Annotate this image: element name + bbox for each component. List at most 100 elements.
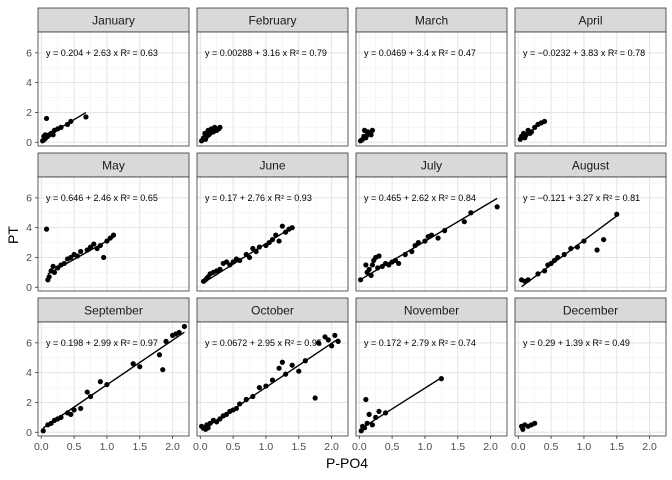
- points-december: [518, 420, 538, 432]
- point-october-17: [256, 384, 262, 391]
- point-october-21: [279, 359, 285, 365]
- equation-may: y = 0.646 + 2.46 x R² = 0.65: [46, 193, 158, 203]
- points-april: [517, 118, 548, 142]
- point-july-24: [442, 228, 448, 234]
- grid-august: [515, 177, 666, 291]
- panel-border-december: [514, 321, 667, 437]
- point-july-20: [422, 238, 428, 244]
- y-axis-ticks: 0 2 4 6 0 2 4 6 0 2 4 6: [26, 47, 38, 439]
- point-july-22: [428, 232, 435, 238]
- point-july-27: [494, 204, 500, 210]
- x-tick-label-col1-2: 1.0: [259, 441, 274, 453]
- panel-border-july: [355, 176, 508, 292]
- point-september-10: [84, 389, 90, 395]
- point-june-15: [246, 254, 253, 261]
- points-november: [358, 376, 444, 434]
- facet-june: June y = 0.17 + 2.76 x R² = 0.93: [196, 152, 349, 292]
- strip-label-january: January: [92, 14, 135, 28]
- point-may-2: [46, 274, 52, 280]
- panel-june: [197, 177, 348, 291]
- strip-january: [37, 7, 190, 33]
- x-tick-label-col2-4: 2.0: [483, 441, 498, 453]
- panel-border-june: [196, 176, 349, 292]
- point-november-7: [373, 414, 379, 420]
- point-august-15: [614, 211, 620, 217]
- point-july-23: [435, 235, 441, 241]
- strip-label-june: June: [259, 159, 285, 173]
- equation-december: y = 0.29 + 1.39 x R² = 0.49: [523, 338, 630, 348]
- point-november-5: [366, 411, 372, 417]
- point-december-5: [532, 420, 538, 426]
- point-september-18: [163, 338, 169, 344]
- facet-march: March y = 0.0469 + 3.4 x R² = 0.47: [355, 7, 508, 147]
- point-november-6: [369, 422, 376, 428]
- point-october-27: [315, 340, 322, 346]
- y-tick-label-row1-3: 6: [26, 192, 32, 204]
- point-august-4: [541, 268, 548, 274]
- panel-border-october: [196, 321, 349, 437]
- point-december-1: [520, 426, 526, 432]
- point-june-13: [237, 257, 243, 264]
- facet-december: December y = 0.29 + 1.39 x R² = 0.49: [514, 297, 667, 437]
- points-june: [200, 223, 295, 284]
- x-tick-label-col0-2: 1.0: [100, 441, 115, 453]
- point-october-30: [328, 343, 335, 349]
- x-tick-label-col2-2: 1.0: [418, 441, 433, 453]
- point-august-3: [535, 271, 541, 277]
- panel-border-april: [514, 31, 667, 147]
- point-august-2: [525, 277, 531, 283]
- point-july-5: [369, 262, 376, 268]
- point-august-9: [561, 251, 567, 258]
- point-may-13: [78, 248, 84, 255]
- point-october-18: [263, 383, 269, 389]
- point-september-14: [130, 361, 136, 367]
- strip-august: [514, 152, 667, 178]
- point-november-4: [364, 420, 370, 426]
- point-june-27: [289, 225, 295, 231]
- panel-december: [515, 322, 666, 436]
- y-tick-label-row1-1: 2: [26, 252, 32, 264]
- panel-border-february: [196, 31, 349, 147]
- point-august-10: [568, 245, 574, 252]
- facet-january: January y = 0.204 + 2.63 x R² = 0.63: [37, 7, 190, 147]
- x-axis-ticks: 0.0 0.5 1.0 1.5 2.0 0.0 0.5 1.0 1.5 2.0 0.0 0.5 1.0 1…: [34, 436, 657, 453]
- point-september-5: [58, 414, 64, 420]
- strip-label-september: September: [84, 304, 143, 318]
- equation-april: y = −0.0232 + 3.83 x R² = 0.78: [523, 48, 645, 58]
- grid-april: [515, 32, 666, 146]
- grid-march: [356, 32, 507, 146]
- point-july-9: [376, 253, 382, 259]
- point-july-8: [375, 265, 381, 271]
- equation-october: y = 0.0672 + 2.95 x R² = 0.95: [205, 338, 322, 348]
- points-august: [518, 211, 620, 284]
- point-october-29: [325, 337, 331, 343]
- y-tick-label-row1-0: 0: [26, 282, 32, 294]
- y-tick-label-row2-3: 6: [26, 337, 32, 349]
- x-tick-label-col1-1: 0.5: [226, 441, 241, 453]
- y-tick-label-row2-1: 2: [26, 397, 32, 409]
- point-september-7: [68, 411, 74, 417]
- facet-february: February y = 0.00288 + 3.16 x R² = 0.79: [196, 7, 349, 147]
- y-axis-title: PT: [5, 226, 21, 244]
- point-november-3: [363, 396, 369, 403]
- point-november-10: [438, 376, 444, 382]
- point-may-4: [50, 263, 56, 270]
- point-january-14: [68, 118, 74, 125]
- panel-border-august: [514, 176, 667, 292]
- point-may-16: [91, 241, 97, 247]
- point-may-0: [43, 226, 50, 232]
- grid-january: [38, 32, 189, 146]
- x-tick-label-col3-1: 0.5: [544, 441, 559, 453]
- x-tick-label-col0-0: 0.0: [34, 441, 49, 453]
- x-tick-label-col3-3: 1.5: [609, 441, 624, 453]
- facet-may: May y = 0.646 + 2.46 x R² = 0.65: [37, 152, 190, 292]
- facet-grid: January y = 0.204 + 2.63 x R² = 0.63 Febru…: [37, 7, 667, 437]
- point-november-2: [361, 425, 368, 431]
- strip-june: [196, 152, 349, 178]
- strip-label-october: October: [251, 304, 294, 318]
- point-september-12: [97, 379, 103, 385]
- point-august-14: [601, 236, 607, 243]
- point-march-8: [368, 132, 374, 138]
- point-october-14: [237, 401, 243, 407]
- point-september-16: [156, 352, 163, 358]
